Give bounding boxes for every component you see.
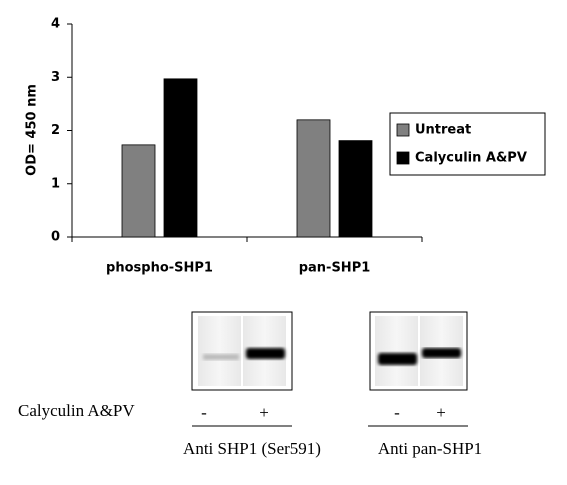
y-tick-label: 1: [51, 176, 60, 191]
lane-label: +: [436, 403, 446, 422]
y-tick-label: 2: [51, 123, 60, 138]
bar: [121, 144, 156, 238]
legend-swatch: [396, 123, 410, 137]
legend-box: [389, 112, 546, 176]
blot-panel: [369, 311, 468, 391]
panel-label: Anti SHP1 (Ser591): [183, 439, 321, 458]
panel-label: Anti pan-SHP1: [378, 439, 482, 458]
legend-label: Untreat: [415, 123, 471, 138]
y-axis-label: OD= 450 nm: [25, 84, 40, 176]
lane-label: +: [259, 403, 269, 422]
x-tick-label: pan-SHP1: [299, 261, 371, 276]
lane-label: -: [201, 403, 207, 422]
y-tick-label: 4: [51, 17, 60, 32]
treatment-label: Calyculin A&PV: [18, 401, 135, 420]
legend-label: Calyculin A&PV: [415, 151, 527, 166]
bar: [338, 140, 373, 238]
y-tick-label: 0: [51, 230, 60, 245]
x-tick-label: phospho-SHP1: [106, 261, 213, 276]
blot-panel: [191, 311, 293, 391]
blot-lane: [375, 316, 418, 386]
blot-band: [422, 348, 461, 358]
legend-swatch: [396, 151, 410, 165]
blot-lane: [198, 316, 241, 386]
y-tick-label: 3: [51, 70, 60, 85]
blot-band: [203, 354, 239, 360]
lane-label: -: [394, 403, 400, 422]
blot-band: [378, 353, 417, 365]
blot-band: [246, 348, 285, 359]
bar: [163, 78, 198, 238]
bar: [296, 119, 331, 238]
